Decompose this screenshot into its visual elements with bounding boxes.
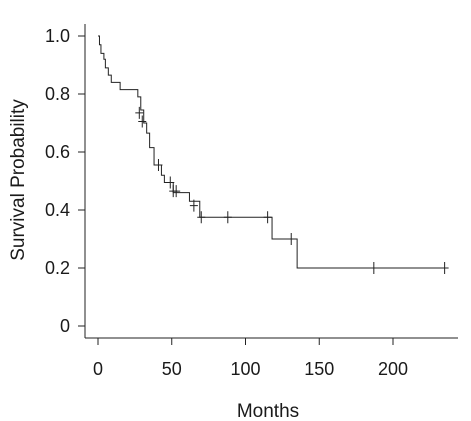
- x-ticks: 0 50 100 150 200: [93, 338, 408, 379]
- survival-curve: [98, 35, 448, 269]
- y-ticks: 0 0.2 0.4 0.6 0.8 1.0: [45, 26, 85, 336]
- censor-mark: [263, 211, 272, 224]
- y-axis-title: Survival Probability: [8, 99, 29, 261]
- x-tick-label: 50: [162, 359, 182, 379]
- plot-area: [98, 35, 449, 274]
- x-axis: 0 50 100 150 200: [85, 337, 458, 379]
- censor-mark: [166, 176, 175, 189]
- censor-mark: [369, 262, 378, 274]
- censor-mark: [172, 185, 181, 198]
- censor-mark: [440, 262, 449, 274]
- y-tick-label: 0.8: [45, 84, 70, 104]
- y-tick-label: 0.4: [45, 200, 70, 220]
- y-axis: 0 0.2 0.4 0.6 0.8 1.0: [45, 24, 86, 338]
- censor-mark: [197, 211, 206, 224]
- censor-mark: [189, 199, 198, 212]
- y-tick-label: 0: [60, 316, 70, 336]
- y-tick-label: 0.6: [45, 142, 70, 162]
- x-tick-label: 150: [304, 359, 334, 379]
- censor-mark: [138, 115, 147, 128]
- censor-mark: [135, 106, 144, 119]
- x-tick-label: 0: [93, 359, 103, 379]
- x-axis-title: Months: [237, 401, 299, 421]
- censor-mark: [287, 233, 296, 245]
- x-tick-label: 200: [378, 359, 408, 379]
- censor-mark: [154, 159, 163, 172]
- censor-mark: [223, 211, 232, 224]
- y-tick-label: 1.0: [45, 26, 70, 46]
- x-tick-label: 100: [230, 359, 260, 379]
- y-tick-label: 0.2: [45, 258, 70, 278]
